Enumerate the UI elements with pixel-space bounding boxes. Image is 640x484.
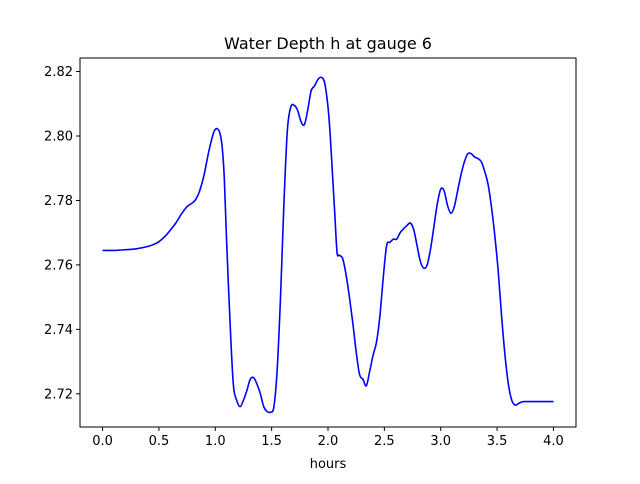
y-tick-label: 2.76 bbox=[44, 258, 73, 273]
x-tick-label: 1.0 bbox=[205, 434, 226, 449]
x-tick-label: 0.0 bbox=[92, 434, 113, 449]
x-tick-label: 4.0 bbox=[543, 434, 564, 449]
y-axis: 2.72 2.74 2.76 2.78 2.80 2.82 bbox=[44, 65, 80, 402]
y-tick-label: 2.80 bbox=[44, 129, 73, 144]
x-tick-label: 2.5 bbox=[374, 434, 395, 449]
x-axis: 0.0 0.5 1.0 1.5 2.0 2.5 3.0 3.5 4.0 bbox=[92, 427, 564, 449]
x-tick-label: 2.0 bbox=[318, 434, 339, 449]
x-tick-label: 1.5 bbox=[261, 434, 282, 449]
plot-area bbox=[102, 76, 554, 414]
chart-title: Water Depth h at gauge 6 bbox=[224, 34, 432, 53]
y-tick-label: 2.82 bbox=[44, 65, 73, 80]
y-tick-label: 2.72 bbox=[44, 387, 73, 402]
series-line bbox=[102, 76, 554, 414]
x-tick-label: 3.5 bbox=[487, 434, 508, 449]
y-tick-label: 2.78 bbox=[44, 194, 73, 209]
y-tick-label: 2.74 bbox=[44, 323, 73, 338]
x-tick-label: 3.0 bbox=[430, 434, 451, 449]
x-tick-label: 0.5 bbox=[149, 434, 170, 449]
x-axis-label: hours bbox=[310, 457, 347, 472]
